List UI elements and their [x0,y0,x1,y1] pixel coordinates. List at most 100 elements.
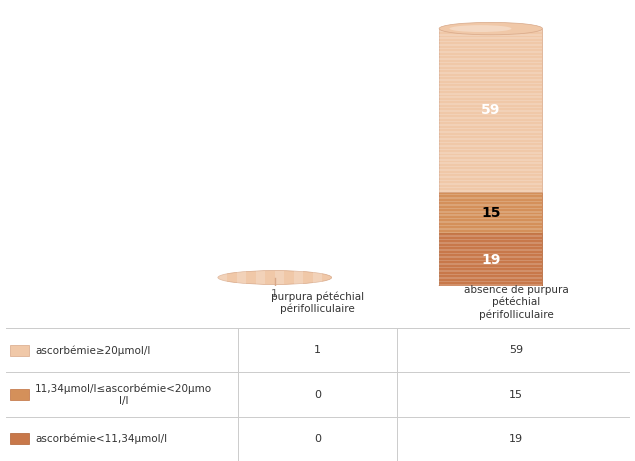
Bar [439,235,542,237]
Bar [439,204,542,206]
Bar [439,124,542,126]
Bar [439,187,542,188]
Bar [439,48,542,49]
FancyBboxPatch shape [10,389,29,400]
Bar [439,239,542,240]
Bar [439,30,542,32]
Bar [439,270,542,272]
Bar [439,263,542,265]
Bar [439,218,542,219]
Bar [439,211,542,213]
Bar [439,192,542,233]
Bar [439,41,542,42]
Bar [439,100,542,101]
Bar [439,267,542,268]
Bar [439,142,542,143]
Bar [439,117,542,119]
Bar [439,145,542,147]
Text: 15: 15 [481,206,500,219]
Bar [312,271,322,284]
Bar [439,207,542,209]
Bar [439,281,542,282]
FancyBboxPatch shape [10,345,29,356]
Bar [439,274,542,275]
Bar [439,79,542,81]
Bar [439,93,542,95]
Text: 0: 0 [314,390,321,400]
Bar [439,37,542,39]
Bar [439,225,542,226]
Bar [439,34,542,35]
Bar [439,176,542,178]
Text: 1: 1 [271,289,278,299]
Text: 0: 0 [314,434,321,444]
Bar [439,114,542,115]
Bar [439,190,542,192]
Bar [439,221,542,223]
Bar [439,58,542,60]
Bar [439,69,542,70]
Text: 15: 15 [509,390,523,400]
Text: 59: 59 [509,345,523,355]
Bar [439,166,542,167]
Bar [439,65,542,67]
Bar [256,271,265,284]
Bar [439,135,542,136]
Bar [439,242,542,244]
Bar [439,131,542,133]
Bar [439,72,542,74]
Bar [439,148,542,150]
Text: ascorbémie≥20μmol/l: ascorbémie≥20μmol/l [35,345,150,355]
Text: purpura pétéchial
périfolliculaire: purpura pétéchial périfolliculaire [271,291,364,314]
Text: 11,34μmol/l≤ascorbémie<20μmo
l/l: 11,34μmol/l≤ascorbémie<20μmo l/l [35,384,212,406]
Bar [439,128,542,129]
Bar [439,256,542,258]
Bar [439,159,542,160]
Bar [439,83,542,84]
Bar [439,86,542,88]
Bar [237,271,246,284]
Bar [439,29,542,192]
Ellipse shape [439,22,542,35]
Bar [439,173,542,174]
Text: 19: 19 [509,434,523,444]
Bar [275,271,284,284]
Bar [439,253,542,254]
Bar [439,138,542,140]
Bar [218,271,227,284]
Bar [439,228,542,230]
Bar [439,162,542,164]
Bar [439,183,542,185]
Bar [439,103,542,105]
Ellipse shape [450,25,511,32]
Bar [439,260,542,261]
Bar [439,51,542,53]
Text: ascorbémie<11,34μmol/l: ascorbémie<11,34μmol/l [35,434,167,444]
Bar [439,121,542,122]
Bar [439,96,542,98]
Ellipse shape [439,279,542,292]
Bar [439,214,542,216]
Bar [439,277,542,279]
FancyBboxPatch shape [10,433,29,444]
Bar [439,194,542,195]
Bar [439,284,542,286]
Bar [439,246,542,247]
Bar [439,233,542,286]
Text: 19: 19 [481,253,500,266]
Bar [439,76,542,77]
Bar [439,197,542,199]
Bar [439,249,542,251]
Text: 1: 1 [314,345,321,355]
Bar [439,155,542,157]
Bar [439,89,542,91]
Bar [439,201,542,202]
Bar [439,152,542,154]
Bar [439,62,542,63]
Bar [439,110,542,112]
Bar [439,169,542,171]
Text: 59: 59 [481,103,500,117]
Ellipse shape [218,271,331,284]
Bar [439,180,542,181]
Bar [439,55,542,56]
